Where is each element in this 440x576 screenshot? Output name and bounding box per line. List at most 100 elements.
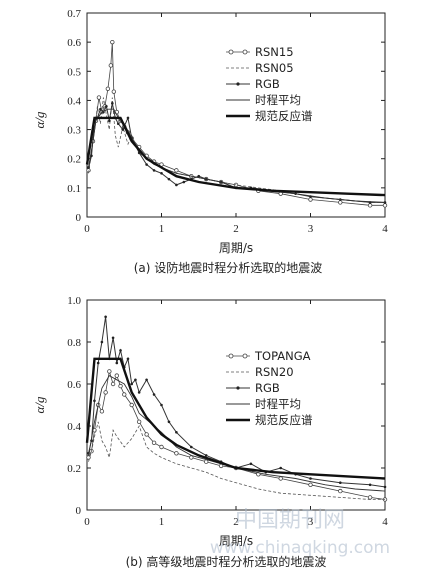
- chart-b-data-point: [96, 361, 100, 365]
- chart-b-data-point: [368, 483, 372, 487]
- chart-b-ytick-label: 0.8: [67, 337, 81, 349]
- chart-b-data-point: [279, 466, 283, 470]
- chart-b-xtick-label: 1: [159, 516, 165, 528]
- chart-b-data-point: [367, 495, 373, 500]
- chart-b-data-point: [309, 477, 312, 480]
- chart-b-legend-marker: [236, 386, 240, 390]
- chart-a: 0 1 2 3 4 0 0.1 0.2 0.3 0.4 0.5 0.6 0.7 RSN15 RSN05 RG…: [32, 8, 388, 275]
- chart-b-data-point: [339, 481, 342, 485]
- chart-a-data-point: [197, 174, 201, 178]
- chart-b-legend-label: 时程平均: [255, 397, 301, 411]
- chart-b-data-point: [204, 454, 208, 457]
- chart-a-data-point: [167, 177, 171, 181]
- chart-a-ytick-label: 0.5: [67, 66, 81, 78]
- chart-a-xtick-label: 3: [308, 223, 314, 235]
- chart-a-legend-label: RGB: [255, 77, 280, 91]
- chart-a-data-point: [145, 163, 148, 166]
- chart-a-data-point: [99, 107, 102, 111]
- chart-a-ytick-label: 0.6: [67, 37, 81, 49]
- chart-a-data-point: [108, 119, 111, 123]
- chart-a-data-point: [338, 200, 343, 205]
- chart-b-legend-marker: [242, 353, 248, 359]
- chart-b-data-point: [174, 451, 179, 456]
- chart-b-data-point: [119, 349, 122, 352]
- chart-b-data-point: [130, 382, 133, 386]
- chart-a-ytick-label: 0.2: [67, 154, 81, 166]
- chart-a-data-point: [121, 128, 125, 131]
- chart-a-legend-label: 规范反应谱: [255, 109, 313, 123]
- chart-b-data-point: [189, 455, 194, 460]
- chart-b-xtick-label: 3: [308, 516, 314, 528]
- chart-a-data-point: [110, 39, 115, 45]
- chart-b-data-point: [104, 315, 107, 319]
- chart-b-data-point: [126, 357, 130, 361]
- chart-b-data-point: [118, 383, 123, 389]
- chart-a-xtick-label: 4: [382, 223, 388, 235]
- chart-a-xtick-label: 1: [159, 223, 165, 235]
- chart-b-ytick-label: 0: [76, 505, 82, 517]
- series-a: [85, 39, 388, 208]
- chart-b-data-point: [114, 373, 119, 378]
- chart-a-ytick-label: 0.3: [67, 125, 81, 137]
- chart-b-series-line: [88, 421, 385, 500]
- chart-b-data-point: [103, 390, 108, 395]
- chart-b-series-line: [88, 371, 386, 500]
- axes-b: 0 1 2 3 4 0 0.2 0.4 0.6 0.8 1.0: [67, 295, 388, 528]
- chart-a-data-point: [111, 89, 117, 94]
- chart-b: 0 1 2 3 4 0 0.2 0.4 0.6 0.8 1.0 TOPANGA RSN20 RGB 时程平…: [32, 295, 388, 569]
- chart-b-data-point: [159, 444, 164, 450]
- chart-b-data-point: [160, 403, 163, 407]
- chart-b-data-point: [137, 391, 141, 394]
- chart-b-data-point: [122, 392, 127, 397]
- chart-a-legend-marker: [242, 49, 248, 55]
- chart-a-data-point: [152, 169, 156, 172]
- chart-b-series-line: [85, 357, 386, 480]
- chart-b-legend-marker: [228, 353, 234, 359]
- caption-a: (a) 设防地震时程分析选取的地震波: [134, 260, 323, 275]
- x-axis-label-a: 周期/s: [219, 241, 253, 255]
- chart-b-data-point: [338, 488, 343, 494]
- chart-a-data-point: [160, 171, 163, 175]
- chart-b-data-point: [93, 399, 96, 403]
- chart-a-series-line: [85, 116, 386, 197]
- chart-b-ytick-label: 1.0: [67, 295, 81, 307]
- chart-b-ytick-label: 0.6: [67, 379, 81, 391]
- chart-a-series-line: [88, 97, 385, 203]
- chart-b-legend-label: TOPANGA: [254, 349, 311, 363]
- chart-a-legend-label: RSN05: [255, 61, 294, 75]
- chart-b-data-point: [145, 378, 148, 382]
- chart-b-legend-label: RGB: [255, 381, 280, 395]
- chart-b-xtick-label: 0: [84, 516, 90, 528]
- chart-b-data-point: [100, 340, 104, 344]
- chart-a-data-point: [108, 63, 114, 68]
- chart-a-data-point: [174, 168, 179, 173]
- chart-b-ytick-label: 0.4: [67, 421, 81, 433]
- chart-b-data-point: [115, 361, 119, 365]
- chart-b-data-point: [308, 482, 313, 487]
- chart-a-legend-marker: [228, 49, 234, 55]
- chart-a-data-point: [367, 203, 373, 208]
- chart-a-data-point: [175, 183, 178, 187]
- chart-b-data-point: [151, 440, 157, 445]
- chart-a-data-point: [116, 122, 120, 126]
- chart-a-xtick-label: 2: [233, 223, 239, 235]
- chart-b-data-point: [110, 381, 116, 387]
- chart-a-ytick-label: 0: [76, 212, 82, 224]
- chart-b-data-point: [136, 419, 142, 424]
- chart-b-data-point: [175, 431, 178, 434]
- chart-b-ytick-label: 0.2: [67, 463, 81, 475]
- chart-a-ytick-label: 0.7: [67, 8, 81, 20]
- chart-a-data-point: [308, 197, 313, 202]
- chart-a-ytick-label: 0.4: [67, 95, 81, 107]
- chart-a-legend-label: 时程平均: [255, 93, 301, 107]
- chart-a-data-point: [105, 86, 111, 91]
- chart-a-data-point: [182, 180, 186, 184]
- chart-b-data-point: [152, 393, 156, 396]
- caption-b: (b) 高等级地震时程分析选取的地震波: [126, 554, 327, 569]
- watermark-text: 中国期刊网: [235, 508, 345, 533]
- chart-b-data-point: [134, 378, 137, 382]
- chart-a-data-point: [383, 201, 387, 204]
- chart-b-data-point: [107, 369, 112, 374]
